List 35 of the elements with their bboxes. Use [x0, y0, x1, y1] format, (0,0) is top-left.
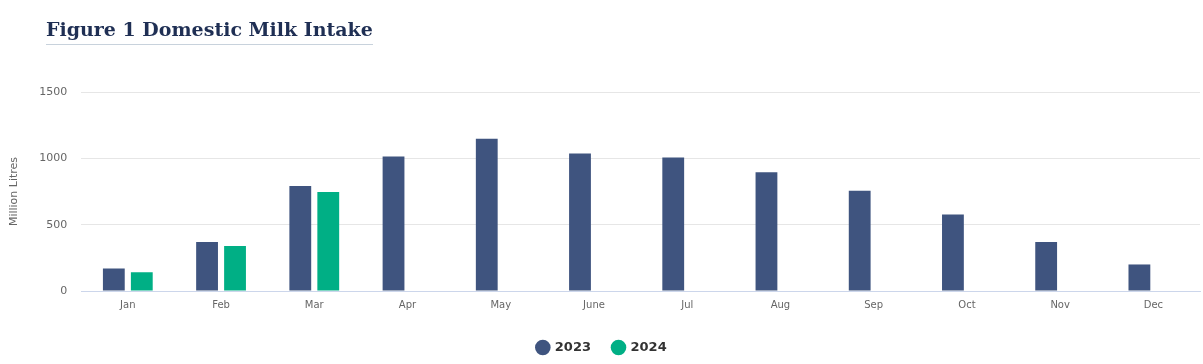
x-tick-label: Jan — [119, 298, 136, 310]
x-tick-label: May — [490, 298, 512, 310]
y-tick-label: 1000 — [39, 151, 68, 165]
bar — [1128, 264, 1151, 291]
bar — [848, 190, 871, 291]
bar — [289, 185, 312, 291]
y-tick-label: 500 — [46, 217, 68, 231]
bar — [662, 157, 685, 291]
x-tick-label: June — [582, 298, 605, 310]
bar — [224, 245, 246, 291]
y-tick-label: 0 — [60, 283, 68, 297]
x-tick-label: Nov — [1050, 298, 1070, 310]
chart-title: Figure 1 Domestic Milk Intake — [46, 18, 373, 45]
bar — [475, 138, 498, 291]
x-tick-label: Dec — [1143, 298, 1164, 310]
legend-label: 2023 — [554, 338, 592, 354]
x-tick-label: Mar — [304, 298, 325, 310]
bar — [130, 272, 153, 291]
bar — [755, 172, 778, 291]
x-tick-label: Apr — [398, 298, 418, 310]
bar — [196, 241, 218, 291]
x-tick-label: Jul — [680, 298, 694, 310]
bar — [569, 153, 591, 291]
bar — [317, 191, 340, 291]
bar — [382, 156, 405, 291]
y-tick-label: 1500 — [39, 84, 68, 98]
x-tick-label: Aug — [770, 298, 791, 310]
bar — [942, 214, 964, 291]
bar — [102, 268, 125, 291]
x-tick-label: Oct — [958, 298, 976, 310]
x-tick-label: Sep — [864, 298, 884, 310]
x-tick-label: Feb — [212, 298, 230, 310]
legend-label: 2024 — [630, 338, 667, 354]
y-axis-title: Million Litres — [7, 156, 21, 227]
bar — [1035, 241, 1058, 291]
